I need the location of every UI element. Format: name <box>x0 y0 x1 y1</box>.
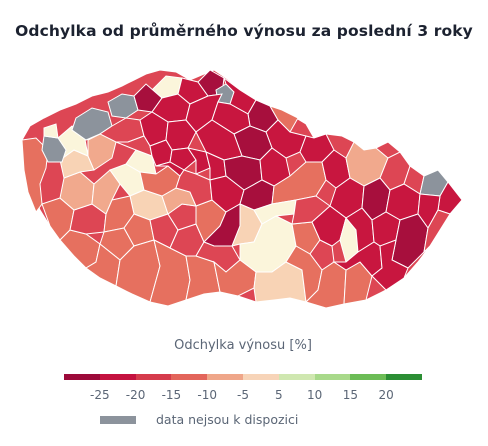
no-data-legend: data nejsou k dispozici <box>100 412 298 427</box>
color-scale-segment <box>99 374 136 380</box>
color-scale-ticks: -25 -20 -15 -10 -5 5 10 15 20 <box>64 388 422 404</box>
tick-label: -5 <box>237 388 249 402</box>
region <box>21 137 49 214</box>
region <box>43 123 59 139</box>
tick-label: 5 <box>274 388 283 402</box>
color-scale-segment <box>314 374 351 380</box>
map-title: Odchylka od průměrného výnosu za posledn… <box>15 22 473 40</box>
legend-title: Odchylka výnosu [%] <box>174 338 312 353</box>
tick-label: 20 <box>378 388 394 402</box>
no-data-swatch <box>100 415 136 424</box>
region <box>169 147 197 171</box>
region <box>186 147 211 175</box>
color-scale <box>64 374 422 380</box>
region <box>125 149 157 175</box>
tick-label: -10 <box>197 388 217 402</box>
color-scale-segment <box>135 374 172 380</box>
color-scale-segment <box>350 374 387 380</box>
color-scale-segment <box>386 374 422 380</box>
color-scale-segment <box>207 374 243 380</box>
tick-label: 15 <box>342 388 359 402</box>
color-scale-segment <box>242 374 279 380</box>
region <box>371 239 409 291</box>
color-scale-segment <box>278 374 315 380</box>
tick-label: 10 <box>306 388 323 402</box>
tick-label: -15 <box>161 388 182 402</box>
region <box>268 105 299 133</box>
no-data-label: data nejsou k dispozici <box>156 412 299 427</box>
color-scale-segment <box>171 374 208 380</box>
color-scale-segment <box>64 374 100 380</box>
tick-label: -20 <box>125 388 146 402</box>
tick-label: -25 <box>89 388 110 402</box>
region <box>253 261 307 303</box>
region <box>423 209 451 254</box>
